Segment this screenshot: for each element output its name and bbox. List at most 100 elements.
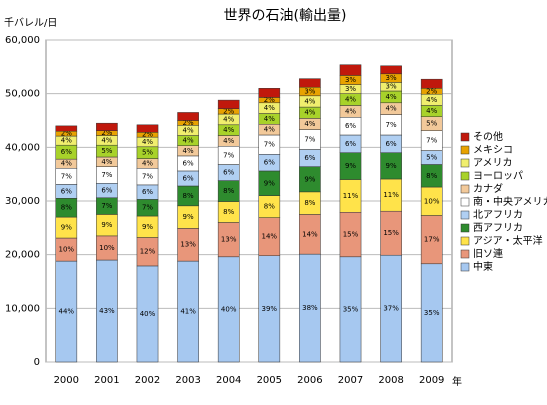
share-label: 2% (426, 87, 437, 95)
share-label: 7% (223, 151, 234, 159)
share-label: 14% (262, 233, 278, 241)
share-label: 40% (221, 305, 237, 313)
bar-segment (420, 78, 443, 89)
share-label: 40% (140, 310, 156, 318)
share-label: 3% (345, 76, 356, 84)
share-label: 7% (142, 173, 153, 181)
share-label: 4% (183, 137, 194, 145)
share-label: 2% (61, 130, 72, 138)
share-label: 4% (223, 115, 234, 123)
y-axis-label: 千バレル/日 (4, 17, 57, 29)
share-label: 4% (183, 147, 194, 155)
share-label: 6% (386, 140, 397, 148)
share-label: 11% (343, 192, 359, 200)
legend-swatch (460, 132, 470, 142)
y-tick-label: 40,000 (5, 142, 40, 153)
share-label: 8% (223, 187, 234, 195)
share-label: 44% (59, 308, 75, 316)
share-label: 8% (61, 204, 72, 212)
bar-segment (55, 125, 78, 132)
bar-segment (96, 122, 118, 131)
share-label: 5% (426, 154, 437, 162)
share-label: 4% (61, 137, 72, 145)
share-label: 12% (140, 248, 156, 256)
share-label: 4% (183, 126, 194, 134)
share-label: 2% (183, 119, 194, 127)
share-label: 9% (345, 162, 356, 170)
share-label: 4% (304, 97, 315, 105)
share-label: 37% (383, 305, 399, 313)
share-label: 9% (183, 213, 194, 221)
x-tick-label: 2003 (175, 375, 200, 386)
share-label: 15% (383, 229, 399, 237)
share-label: 9% (386, 162, 397, 170)
share-label: 17% (424, 236, 440, 244)
share-label: 9% (264, 179, 275, 187)
share-label: 6% (183, 159, 194, 167)
legend-label: カナダ (473, 182, 503, 195)
legend-label: 南・中央アメリカ (473, 195, 547, 208)
share-label: 7% (101, 171, 112, 179)
share-label: 2% (264, 96, 275, 104)
legend-label: 西アフリカ (473, 222, 523, 234)
chart-title: 世界の石油(輸出量) (224, 8, 347, 24)
share-label: 4% (345, 107, 356, 115)
legend-swatch (460, 236, 470, 246)
x-tick-label: 2001 (94, 375, 119, 386)
share-label: 5% (426, 120, 437, 128)
share-label: 15% (343, 231, 359, 239)
bar-segment (299, 78, 321, 88)
x-tick-label: 2005 (257, 375, 282, 386)
share-label: 4% (61, 160, 72, 168)
bar-segment (136, 124, 159, 133)
share-label: 6% (304, 154, 315, 162)
share-label: 4% (345, 96, 356, 104)
share-label: 4% (223, 126, 234, 134)
share-label: 4% (426, 107, 437, 115)
share-label: 9% (101, 221, 112, 229)
share-label: 4% (223, 137, 234, 145)
share-label: 6% (142, 188, 153, 196)
share-label: 13% (221, 236, 237, 244)
share-label: 4% (264, 126, 275, 134)
share-label: 6% (183, 174, 194, 182)
share-label: 8% (264, 203, 275, 211)
legend-swatch (460, 197, 470, 207)
bar-segment (380, 65, 402, 75)
x-tick-label: 2006 (297, 375, 322, 386)
share-label: 4% (386, 105, 397, 113)
share-label: 35% (424, 309, 440, 317)
share-label: 2% (101, 129, 112, 137)
share-label: 10% (59, 246, 75, 254)
legend-label: 中東 (473, 260, 493, 273)
share-label: 3% (386, 83, 397, 91)
share-label: 8% (304, 199, 315, 207)
share-label: 14% (302, 230, 318, 238)
share-label: 6% (223, 169, 234, 177)
share-label: 6% (101, 187, 112, 195)
share-label: 9% (304, 175, 315, 183)
share-label: 39% (262, 305, 278, 313)
share-label: 7% (386, 121, 397, 129)
legend-label: その他 (473, 130, 503, 143)
legend-swatch (460, 171, 470, 181)
share-label: 4% (264, 115, 275, 123)
legend-swatch (460, 210, 470, 220)
y-tick-label: 30,000 (5, 196, 40, 207)
share-label: 38% (302, 304, 318, 312)
share-label: 7% (264, 141, 275, 149)
share-label: 7% (61, 172, 72, 180)
share-label: 4% (264, 104, 275, 112)
legend-swatch (460, 262, 470, 272)
legend-label: メキシコ (473, 145, 513, 156)
share-label: 3% (304, 88, 315, 96)
share-label: 6% (61, 187, 72, 195)
y-tick-label: 50,000 (5, 89, 40, 100)
legend-label: 北アフリカ (473, 209, 523, 221)
legend-label: アメリカ (473, 157, 513, 169)
share-label: 2% (223, 107, 234, 115)
share-label: 2% (142, 131, 153, 139)
share-label: 6% (345, 140, 356, 148)
legend-swatch (460, 249, 470, 259)
share-label: 4% (101, 136, 112, 144)
